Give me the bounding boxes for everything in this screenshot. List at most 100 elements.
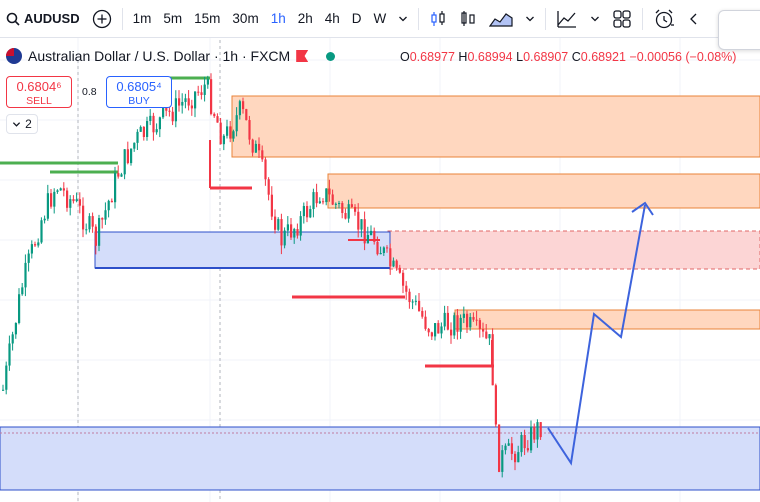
candle bbox=[507, 443, 510, 446]
chart-type-dropdown[interactable] bbox=[519, 0, 541, 38]
candle bbox=[146, 121, 149, 137]
open-label: O bbox=[400, 50, 410, 64]
interval-15m[interactable]: 15m bbox=[194, 11, 221, 26]
candle bbox=[110, 200, 113, 203]
candle bbox=[264, 159, 267, 180]
interval-w[interactable]: W bbox=[373, 11, 387, 26]
candle bbox=[315, 192, 318, 204]
bars-button[interactable] bbox=[453, 0, 483, 38]
candle bbox=[210, 79, 213, 114]
indicators-button[interactable] bbox=[550, 0, 584, 38]
candle bbox=[18, 294, 21, 323]
flag-icon[interactable] bbox=[296, 50, 309, 62]
chevron-down-icon bbox=[526, 16, 535, 21]
candle bbox=[187, 98, 190, 106]
candle bbox=[34, 244, 37, 246]
candle bbox=[88, 216, 91, 230]
price-chart[interactable] bbox=[0, 38, 760, 502]
demand-zone bbox=[0, 426, 760, 491]
candle bbox=[360, 219, 363, 230]
candle bbox=[322, 201, 325, 203]
candle bbox=[366, 234, 369, 244]
candle bbox=[533, 426, 536, 440]
candle bbox=[165, 107, 168, 111]
buy-button[interactable]: 0.6805⁴ BUY bbox=[106, 76, 172, 108]
candle bbox=[37, 242, 40, 246]
supply-zone bbox=[231, 95, 760, 158]
interval-30m[interactable]: 30m bbox=[232, 11, 259, 26]
australia-flag-icon bbox=[6, 48, 22, 64]
candle bbox=[219, 122, 222, 145]
indicators-dropdown[interactable] bbox=[584, 0, 606, 38]
candles-button[interactable] bbox=[423, 0, 453, 38]
candle bbox=[462, 313, 465, 318]
candle bbox=[280, 219, 283, 246]
candle bbox=[411, 301, 414, 303]
candle bbox=[66, 190, 69, 208]
candle bbox=[50, 193, 53, 207]
chevron-down-icon bbox=[399, 16, 408, 21]
candle bbox=[501, 450, 504, 472]
candle bbox=[270, 194, 273, 217]
candle bbox=[354, 206, 357, 212]
candle bbox=[302, 206, 305, 217]
candle bbox=[485, 331, 488, 339]
candle bbox=[72, 199, 75, 202]
close-value: 0.68921 bbox=[580, 50, 626, 64]
candle bbox=[200, 92, 203, 95]
candle bbox=[94, 226, 97, 246]
alert-button[interactable] bbox=[647, 0, 681, 38]
candle bbox=[344, 213, 347, 219]
candle bbox=[283, 230, 286, 246]
ohlc-values: O0.68977 H0.68994 L0.68907 C0.68921 −0.0… bbox=[400, 50, 736, 64]
buy-price: 0.6805⁴ bbox=[116, 79, 162, 94]
candle bbox=[69, 199, 72, 208]
candle bbox=[338, 203, 341, 205]
add-symbol-button[interactable] bbox=[86, 0, 118, 38]
symbol-search[interactable]: AUDUSD bbox=[0, 0, 86, 38]
candle bbox=[350, 204, 353, 207]
interval-1m[interactable]: 1m bbox=[132, 11, 152, 26]
interval-d[interactable]: D bbox=[351, 11, 362, 26]
candle bbox=[168, 110, 171, 112]
bars-icon bbox=[461, 10, 475, 26]
candle bbox=[325, 188, 328, 203]
candle bbox=[8, 343, 11, 366]
indicator-count: 2 bbox=[25, 117, 32, 131]
interval-dropdown[interactable] bbox=[392, 0, 414, 38]
replay-button[interactable] bbox=[681, 0, 707, 38]
candle bbox=[123, 149, 126, 175]
candle bbox=[312, 192, 315, 210]
candle bbox=[152, 115, 155, 133]
floating-panel[interactable] bbox=[718, 10, 760, 50]
indicators-collapse-button[interactable]: 2 bbox=[6, 114, 38, 134]
candle bbox=[149, 115, 152, 122]
candle bbox=[162, 107, 165, 118]
candle bbox=[510, 443, 513, 454]
candle bbox=[437, 323, 440, 334]
candle bbox=[62, 188, 65, 191]
area-button[interactable] bbox=[483, 0, 519, 38]
projection-arrowhead bbox=[631, 201, 654, 216]
candle bbox=[130, 148, 133, 164]
interval-4h[interactable]: 4h bbox=[324, 11, 340, 26]
candle bbox=[158, 117, 161, 130]
candle bbox=[85, 229, 88, 231]
sell-button[interactable]: 0.6804⁶ SELL bbox=[6, 76, 72, 108]
candle bbox=[142, 126, 145, 137]
candle bbox=[21, 287, 24, 295]
supply-zone bbox=[327, 173, 760, 209]
candle bbox=[408, 291, 411, 303]
candle bbox=[248, 120, 251, 140]
candle bbox=[27, 253, 30, 263]
layout-button[interactable] bbox=[606, 0, 638, 38]
interval-5m[interactable]: 5m bbox=[163, 11, 183, 26]
interval-2h[interactable]: 2h bbox=[297, 11, 313, 26]
candle bbox=[238, 101, 241, 116]
candle bbox=[482, 329, 485, 332]
candle bbox=[242, 101, 245, 110]
candle bbox=[235, 115, 238, 132]
interval-1h[interactable]: 1h bbox=[270, 11, 286, 26]
candle bbox=[98, 218, 101, 246]
candle bbox=[530, 426, 533, 451]
